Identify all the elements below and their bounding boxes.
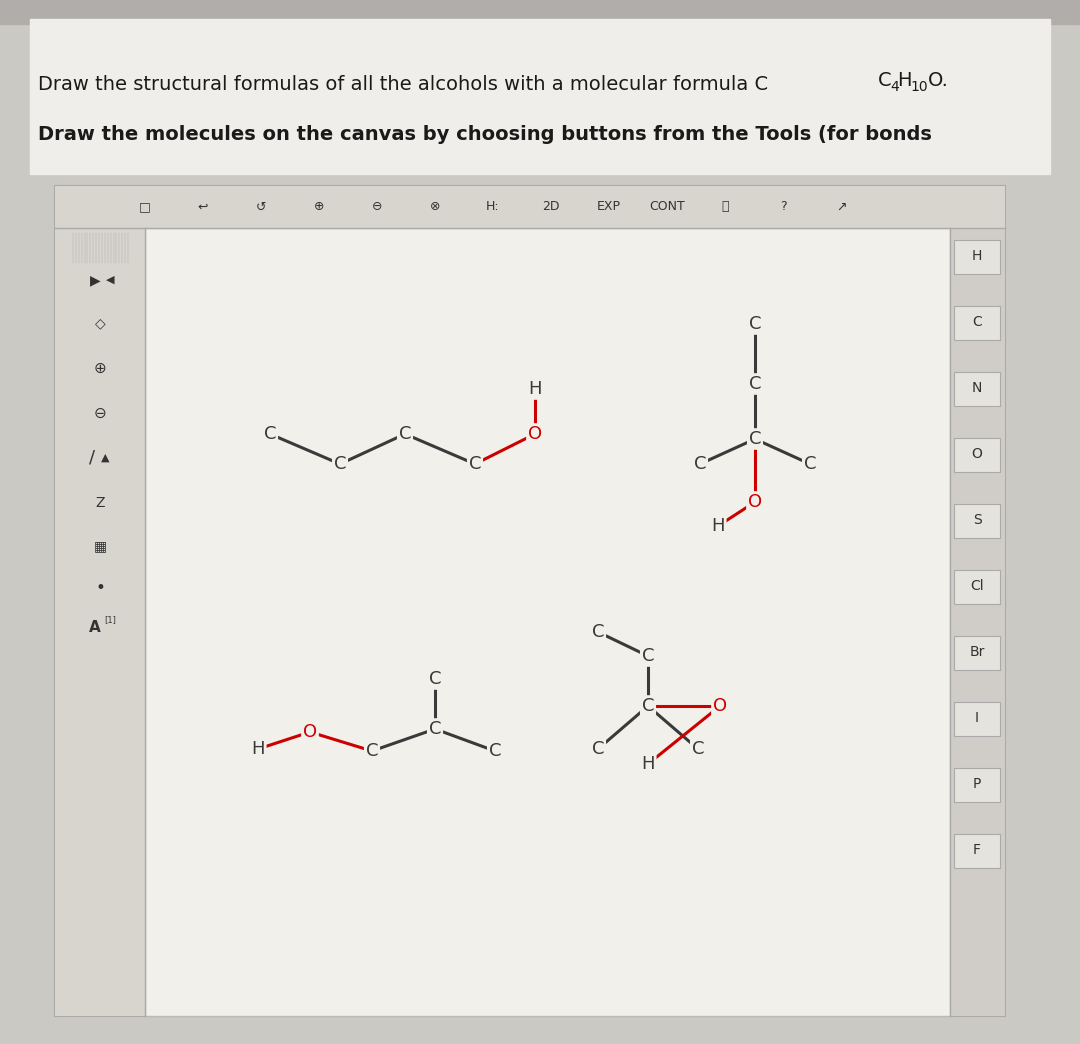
Text: C: C <box>469 455 482 473</box>
Text: C: C <box>264 425 276 443</box>
Text: C: C <box>592 740 604 758</box>
Text: C: C <box>748 375 761 393</box>
Text: H: H <box>972 250 982 263</box>
Text: EXP: EXP <box>597 200 621 214</box>
Text: O: O <box>748 493 762 511</box>
Bar <box>950 228 1005 1016</box>
Text: ?: ? <box>780 200 786 214</box>
Text: C: C <box>334 455 347 473</box>
Text: ⓘ: ⓘ <box>721 200 729 214</box>
Text: ↺: ↺ <box>256 200 267 214</box>
Text: •: • <box>95 579 105 597</box>
Text: C: C <box>592 623 604 641</box>
Text: C: C <box>366 742 378 760</box>
Text: □: □ <box>139 200 151 214</box>
Bar <box>954 768 1000 802</box>
Text: C: C <box>642 647 654 665</box>
Text: [1]: [1] <box>104 616 116 624</box>
Text: ◀: ◀ <box>106 275 114 285</box>
Text: C: C <box>429 720 442 738</box>
Text: Draw the molecules on the canvas by choosing buttons from the Tools (for bonds: Draw the molecules on the canvas by choo… <box>38 124 932 143</box>
Bar <box>954 570 1000 604</box>
Bar <box>55 228 145 1016</box>
Text: C: C <box>972 315 982 329</box>
Text: 2D: 2D <box>542 200 559 214</box>
Text: C: C <box>693 455 706 473</box>
Text: O: O <box>528 425 542 443</box>
Text: C: C <box>748 315 761 333</box>
Bar <box>954 372 1000 406</box>
Text: CONT: CONT <box>649 200 685 214</box>
Bar <box>954 636 1000 670</box>
Text: C: C <box>748 430 761 448</box>
Text: /: / <box>89 449 95 467</box>
Text: I: I <box>975 711 978 725</box>
Text: Z: Z <box>95 496 105 511</box>
Text: ▦: ▦ <box>94 539 107 553</box>
Text: O: O <box>972 447 983 461</box>
Text: C: C <box>642 697 654 715</box>
Text: C: C <box>399 425 411 443</box>
Text: ▲: ▲ <box>100 453 109 462</box>
Text: H: H <box>252 740 265 758</box>
Bar <box>0 0 1080 24</box>
Text: ◇: ◇ <box>95 316 106 330</box>
Text: ⊕: ⊕ <box>94 360 106 376</box>
Bar <box>30 19 1050 174</box>
Text: C: C <box>878 71 892 91</box>
Bar <box>145 228 950 1016</box>
Text: C: C <box>429 670 442 688</box>
Text: ↩: ↩ <box>198 200 208 214</box>
Bar <box>954 306 1000 340</box>
Text: H: H <box>712 517 725 535</box>
Bar <box>55 186 1005 228</box>
Text: P: P <box>973 777 982 791</box>
Text: 4: 4 <box>890 80 899 94</box>
Bar <box>954 702 1000 736</box>
Text: Br: Br <box>970 645 985 659</box>
Text: A: A <box>90 620 100 636</box>
Bar <box>954 504 1000 538</box>
Text: ↗: ↗ <box>836 200 847 214</box>
Text: H: H <box>642 755 654 773</box>
Bar <box>55 186 1005 1016</box>
Text: ▶: ▶ <box>90 272 100 287</box>
Text: O.: O. <box>928 71 949 91</box>
Text: S: S <box>973 513 982 527</box>
Text: N: N <box>972 381 982 395</box>
Text: ⊖: ⊖ <box>94 405 106 421</box>
Bar <box>954 240 1000 274</box>
Text: 10: 10 <box>910 80 928 94</box>
Text: H: H <box>897 71 912 91</box>
Text: C: C <box>804 455 816 473</box>
Bar <box>954 834 1000 868</box>
Bar <box>954 438 1000 472</box>
Text: Cl: Cl <box>970 579 984 593</box>
Text: H:: H: <box>486 200 500 214</box>
Text: C: C <box>692 740 704 758</box>
Text: H: H <box>528 380 542 398</box>
Text: Draw the structural formulas of all the alcohols with a molecular formula C: Draw the structural formulas of all the … <box>38 74 768 94</box>
Text: O: O <box>713 697 727 715</box>
Text: ⊗: ⊗ <box>430 200 441 214</box>
Text: F: F <box>973 843 981 857</box>
Text: ⊕: ⊕ <box>314 200 324 214</box>
Text: ⊖: ⊖ <box>372 200 382 214</box>
Text: O: O <box>302 723 318 741</box>
Text: C: C <box>489 742 501 760</box>
